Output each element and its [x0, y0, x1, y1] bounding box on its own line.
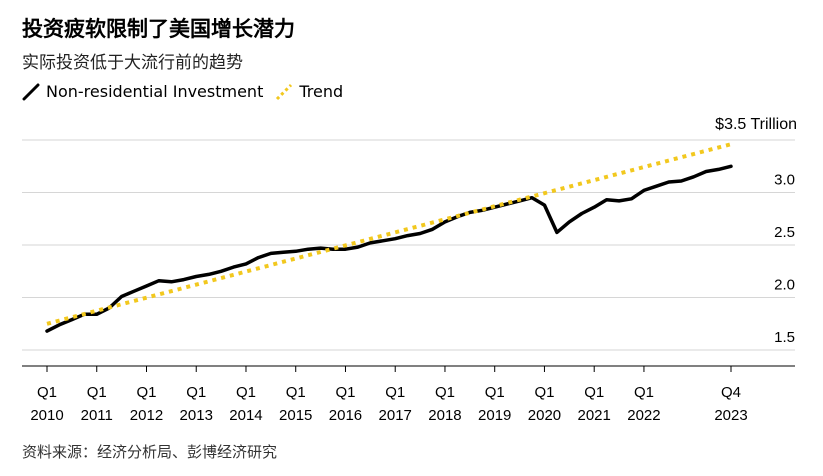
x-tick-year-label: 2019	[478, 407, 511, 424]
x-tick-quarter-label: Q1	[136, 384, 156, 401]
x-tick-quarter-label: Q1	[435, 384, 455, 401]
x-tick-year-label: 2010	[30, 407, 63, 424]
x-tick-quarter-label: Q1	[485, 384, 505, 401]
legend-item-trend: Trend	[275, 82, 343, 101]
x-tick-year-label: 2022	[627, 407, 660, 424]
x-tick-quarter-label: Q1	[37, 384, 57, 401]
y-tick-label: 2.0	[774, 277, 795, 294]
y-tick-label: 2.5	[774, 224, 795, 241]
x-tick-year-label: 2023	[714, 407, 747, 424]
chart-subtitle: 实际投资低于大流行前的趋势	[22, 53, 243, 73]
trend-line	[46, 142, 732, 326]
x-tick-year-label: 2014	[229, 407, 262, 424]
x-tick-year-label: 2012	[130, 407, 163, 424]
chart-title: 投资疲软限制了美国增长潜力	[22, 17, 295, 41]
x-tick-year-label: 2021	[578, 407, 611, 424]
x-tick-quarter-label: Q1	[385, 384, 405, 401]
x-tick-year-label: 2017	[379, 407, 412, 424]
x-tick-quarter-label: Q1	[87, 384, 107, 401]
y-unit-label: $3.5 Trillion	[715, 116, 797, 133]
y-tick-label: 3.0	[774, 172, 795, 189]
x-tick-year-label: 2018	[428, 407, 461, 424]
x-tick-year-label: 2015	[279, 407, 312, 424]
investment-line	[45, 164, 733, 333]
x-tick-quarter-label: Q1	[584, 384, 604, 401]
x-tick-year-label: 2016	[329, 407, 362, 424]
x-tick-quarter-label: Q1	[236, 384, 256, 401]
legend-solid-line-icon	[22, 83, 40, 100]
source-note: 资料来源：经济分析局、彭博经济研究	[22, 443, 278, 461]
x-tick-year-label: 2013	[180, 407, 213, 424]
x-tick-quarter-label: Q1	[286, 384, 306, 401]
x-tick-year-label: 2011	[81, 407, 113, 424]
legend-label-investment: Non-residential Investment	[46, 82, 264, 101]
legend-label-trend: Trend	[299, 82, 344, 101]
x-tick-year-label: 2020	[528, 407, 561, 424]
legend: Non-residential Investment Trend	[22, 82, 355, 101]
x-tick-quarter-label: Q1	[534, 384, 554, 401]
x-tick-quarter-label: Q1	[335, 384, 355, 401]
legend-item-investment: Non-residential Investment	[22, 82, 263, 101]
x-tick-quarter-label: Q1	[634, 384, 654, 401]
x-tick-quarter-label: Q1	[186, 384, 206, 401]
x-tick-quarter-label: Q4	[721, 384, 741, 401]
y-tick-label: 1.5	[774, 329, 795, 346]
